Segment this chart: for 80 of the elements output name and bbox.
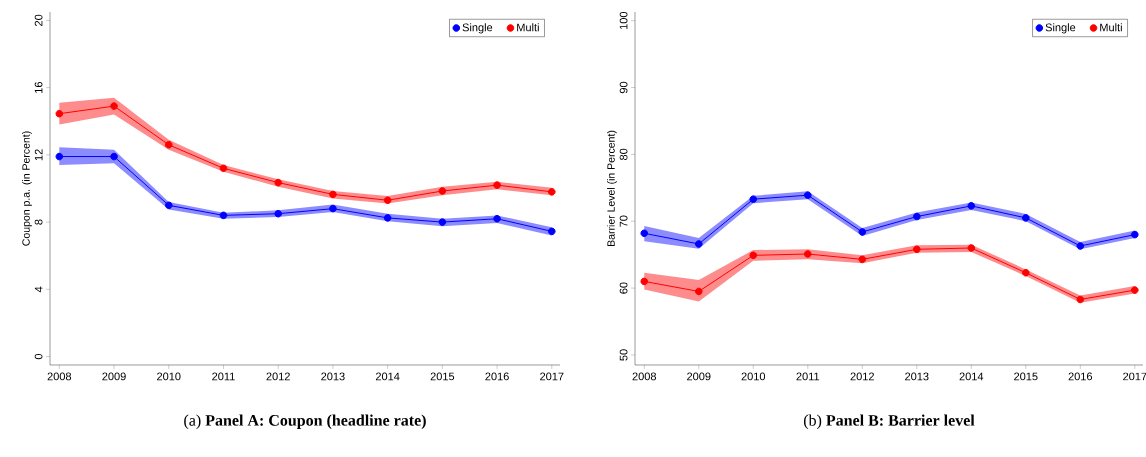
point xyxy=(438,218,447,226)
y-tick-label: 20 xyxy=(34,14,43,26)
point xyxy=(548,227,556,236)
x-tick-label: 2012 xyxy=(266,372,290,381)
legend-label: Multi xyxy=(1100,23,1122,32)
x-tick-label: 2012 xyxy=(850,372,874,381)
y-axis-title: Barrier Level (in Percent) xyxy=(607,130,617,246)
x-tick-label: 2017 xyxy=(540,372,564,381)
x-tick-label: 2011 xyxy=(212,372,235,381)
point xyxy=(548,188,556,196)
point xyxy=(274,178,282,187)
text: (b) Panel B: Barrier level xyxy=(803,414,975,430)
y-tick-label: 60 xyxy=(619,282,628,294)
point xyxy=(493,214,501,223)
x-tick-label: 2010 xyxy=(157,372,181,381)
point xyxy=(858,228,867,236)
point xyxy=(1076,242,1085,250)
y-tick-label: 0 xyxy=(34,353,43,360)
point xyxy=(383,214,392,222)
x-tick-label: 2013 xyxy=(905,372,929,381)
y-axis-title: Coupon p.a. (in Percent) xyxy=(22,131,32,246)
point xyxy=(329,204,337,213)
point xyxy=(694,240,703,248)
point xyxy=(694,287,703,296)
point xyxy=(749,251,758,260)
x-tick-label: 2015 xyxy=(1014,372,1038,381)
point xyxy=(1022,268,1030,277)
legend-label: Single xyxy=(1045,23,1076,34)
legend-label: Multi xyxy=(517,23,539,32)
x-tick-label: 2017 xyxy=(1123,372,1146,381)
x-tick-label: 2010 xyxy=(741,372,766,381)
point xyxy=(219,164,228,173)
point xyxy=(1131,286,1139,294)
x-tick-label: 2016 xyxy=(485,372,509,381)
x-tick-label: 2008 xyxy=(47,372,72,381)
point xyxy=(913,212,921,221)
point xyxy=(803,250,812,258)
point xyxy=(110,152,118,161)
point xyxy=(493,181,501,189)
legend-label: Single xyxy=(462,23,493,34)
point xyxy=(274,209,282,218)
x-tick-label: 2011 xyxy=(796,372,820,381)
x-tick-label: 2015 xyxy=(430,372,455,381)
y-tick-label: 90 xyxy=(619,81,628,94)
y-tick-label: 100 xyxy=(619,11,628,30)
point xyxy=(749,195,758,203)
x-tick-label: 2009 xyxy=(102,372,126,381)
y-tick-label: 16 xyxy=(34,82,43,93)
point xyxy=(219,211,228,220)
point xyxy=(803,191,812,199)
point xyxy=(438,187,447,195)
point xyxy=(383,196,392,205)
x-tick-label: 2014 xyxy=(375,372,400,381)
y-tick-label: 50 xyxy=(619,349,628,361)
y-tick-label: 80 xyxy=(619,148,628,161)
point xyxy=(913,245,921,254)
point xyxy=(164,140,173,149)
point xyxy=(55,152,64,161)
x-tick-label: 2009 xyxy=(687,372,711,381)
point xyxy=(110,102,118,110)
point xyxy=(640,229,649,238)
point xyxy=(1022,214,1030,222)
point xyxy=(1076,295,1085,304)
point xyxy=(967,244,976,252)
point xyxy=(967,202,976,210)
y-tick-label: 4 xyxy=(34,286,43,293)
x-tick-label: 2016 xyxy=(1068,372,1093,381)
point xyxy=(640,277,649,286)
y-tick-label: 70 xyxy=(619,215,628,227)
y-tick-label: 12 xyxy=(34,149,43,161)
y-tick-label: 8 xyxy=(34,219,43,225)
x-tick-label: 2013 xyxy=(321,372,345,381)
point xyxy=(858,255,867,264)
x-tick-label: 2014 xyxy=(959,372,984,381)
point xyxy=(1131,230,1139,239)
point xyxy=(55,109,64,118)
x-tick-label: 2008 xyxy=(632,372,657,381)
text: (a) Panel A: Coupon (headline rate) xyxy=(184,414,426,430)
point xyxy=(329,190,337,199)
point xyxy=(164,201,173,210)
